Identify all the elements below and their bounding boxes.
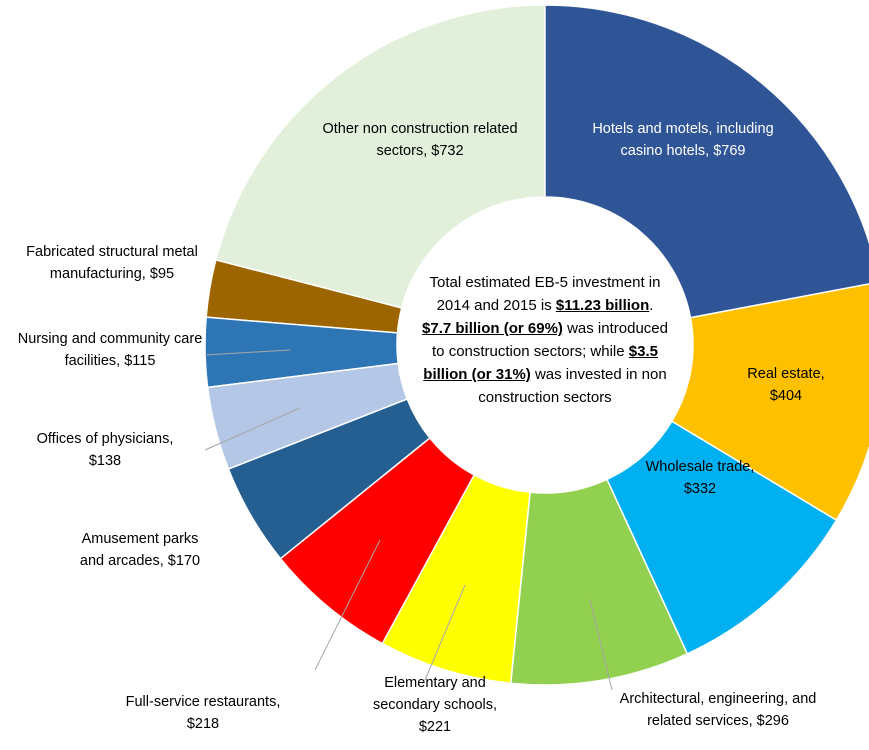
value-label: $221 (418, 719, 452, 735)
data-label: Fabricated structural metal manufacturin… (17, 241, 207, 285)
data-label: Elementary and secondary schools, $221 (365, 672, 505, 738)
data-label: Wholesale trade, $332 (635, 456, 765, 500)
leader-line (204, 407, 301, 451)
annotation-text: was invested in non construction sectors (478, 366, 667, 406)
leader-line (314, 539, 381, 671)
category-label: Hotels and motels, including casino hote… (592, 121, 774, 159)
donut-segment (205, 258, 403, 334)
donut-segment (544, 4, 869, 319)
data-label: Real estate, $404 (741, 363, 831, 407)
data-label: Amusement parks and arcades, $170 (78, 528, 203, 572)
value-label: $296 (756, 713, 789, 729)
donut-segment (670, 283, 869, 522)
data-label: Offices of physicians, $138 (25, 428, 185, 472)
leader-line (589, 599, 613, 691)
emphasis-text: $3.5 billion (or 31%) (423, 343, 658, 383)
donut-segment (206, 362, 409, 471)
annotation-text: . (649, 297, 654, 314)
category-label: Fabricated structural metal manufacturin… (26, 244, 198, 282)
data-label: Full-service restaurants, $218 (113, 691, 293, 735)
center-annotation: Total estimated EB-5 investment in 2014 … (420, 271, 670, 409)
category-label: Offices of physicians, (36, 431, 174, 447)
value-label: $95 (149, 266, 175, 282)
value-label: $404 (769, 388, 803, 404)
donut-segment (204, 316, 399, 389)
leader-line (204, 349, 291, 356)
donut-segment (381, 473, 531, 685)
category-label: Architectural, engineering, and related … (619, 691, 817, 729)
value-label: $732 (431, 143, 464, 159)
donut-segment (214, 4, 546, 309)
category-label: Real estate, (747, 366, 825, 382)
data-label: Hotels and motels, including casino hote… (588, 118, 778, 162)
leader-line (424, 584, 466, 681)
annotation-text: Total estimated EB-5 investment in 2014 … (429, 274, 661, 314)
value-label: $138 (88, 453, 122, 469)
data-label: Nursing and community care facilities, $… (5, 328, 215, 372)
data-label: Architectural, engineering, and related … (618, 688, 818, 732)
category-label: Elementary and secondary schools, (372, 675, 498, 713)
data-label: Other non construction related sectors, … (320, 118, 520, 162)
value-label: $115 (124, 353, 156, 369)
donut-segment (509, 478, 689, 686)
donut-segment (605, 420, 838, 655)
value-label: $170 (167, 553, 201, 569)
value-label: $332 (683, 481, 717, 497)
category-label: Wholesale trade, (645, 459, 755, 475)
category-label: Amusement parks and arcades, (79, 531, 199, 569)
value-label: $769 (713, 143, 746, 159)
category-label: Full-service restaurants, (125, 694, 281, 710)
category-label: Nursing and community care facilities, (17, 331, 203, 369)
donut-segment (227, 398, 431, 560)
value-label: $218 (186, 716, 220, 732)
donut-segment (279, 436, 476, 645)
emphasis-text: $11.23 billion (555, 297, 650, 314)
emphasis-text: $7.7 billion (or 69%) (422, 320, 563, 337)
category-label: Other non construction related sectors, (322, 121, 518, 159)
annotation-text: was introduced to construction sectors; … (432, 320, 668, 360)
